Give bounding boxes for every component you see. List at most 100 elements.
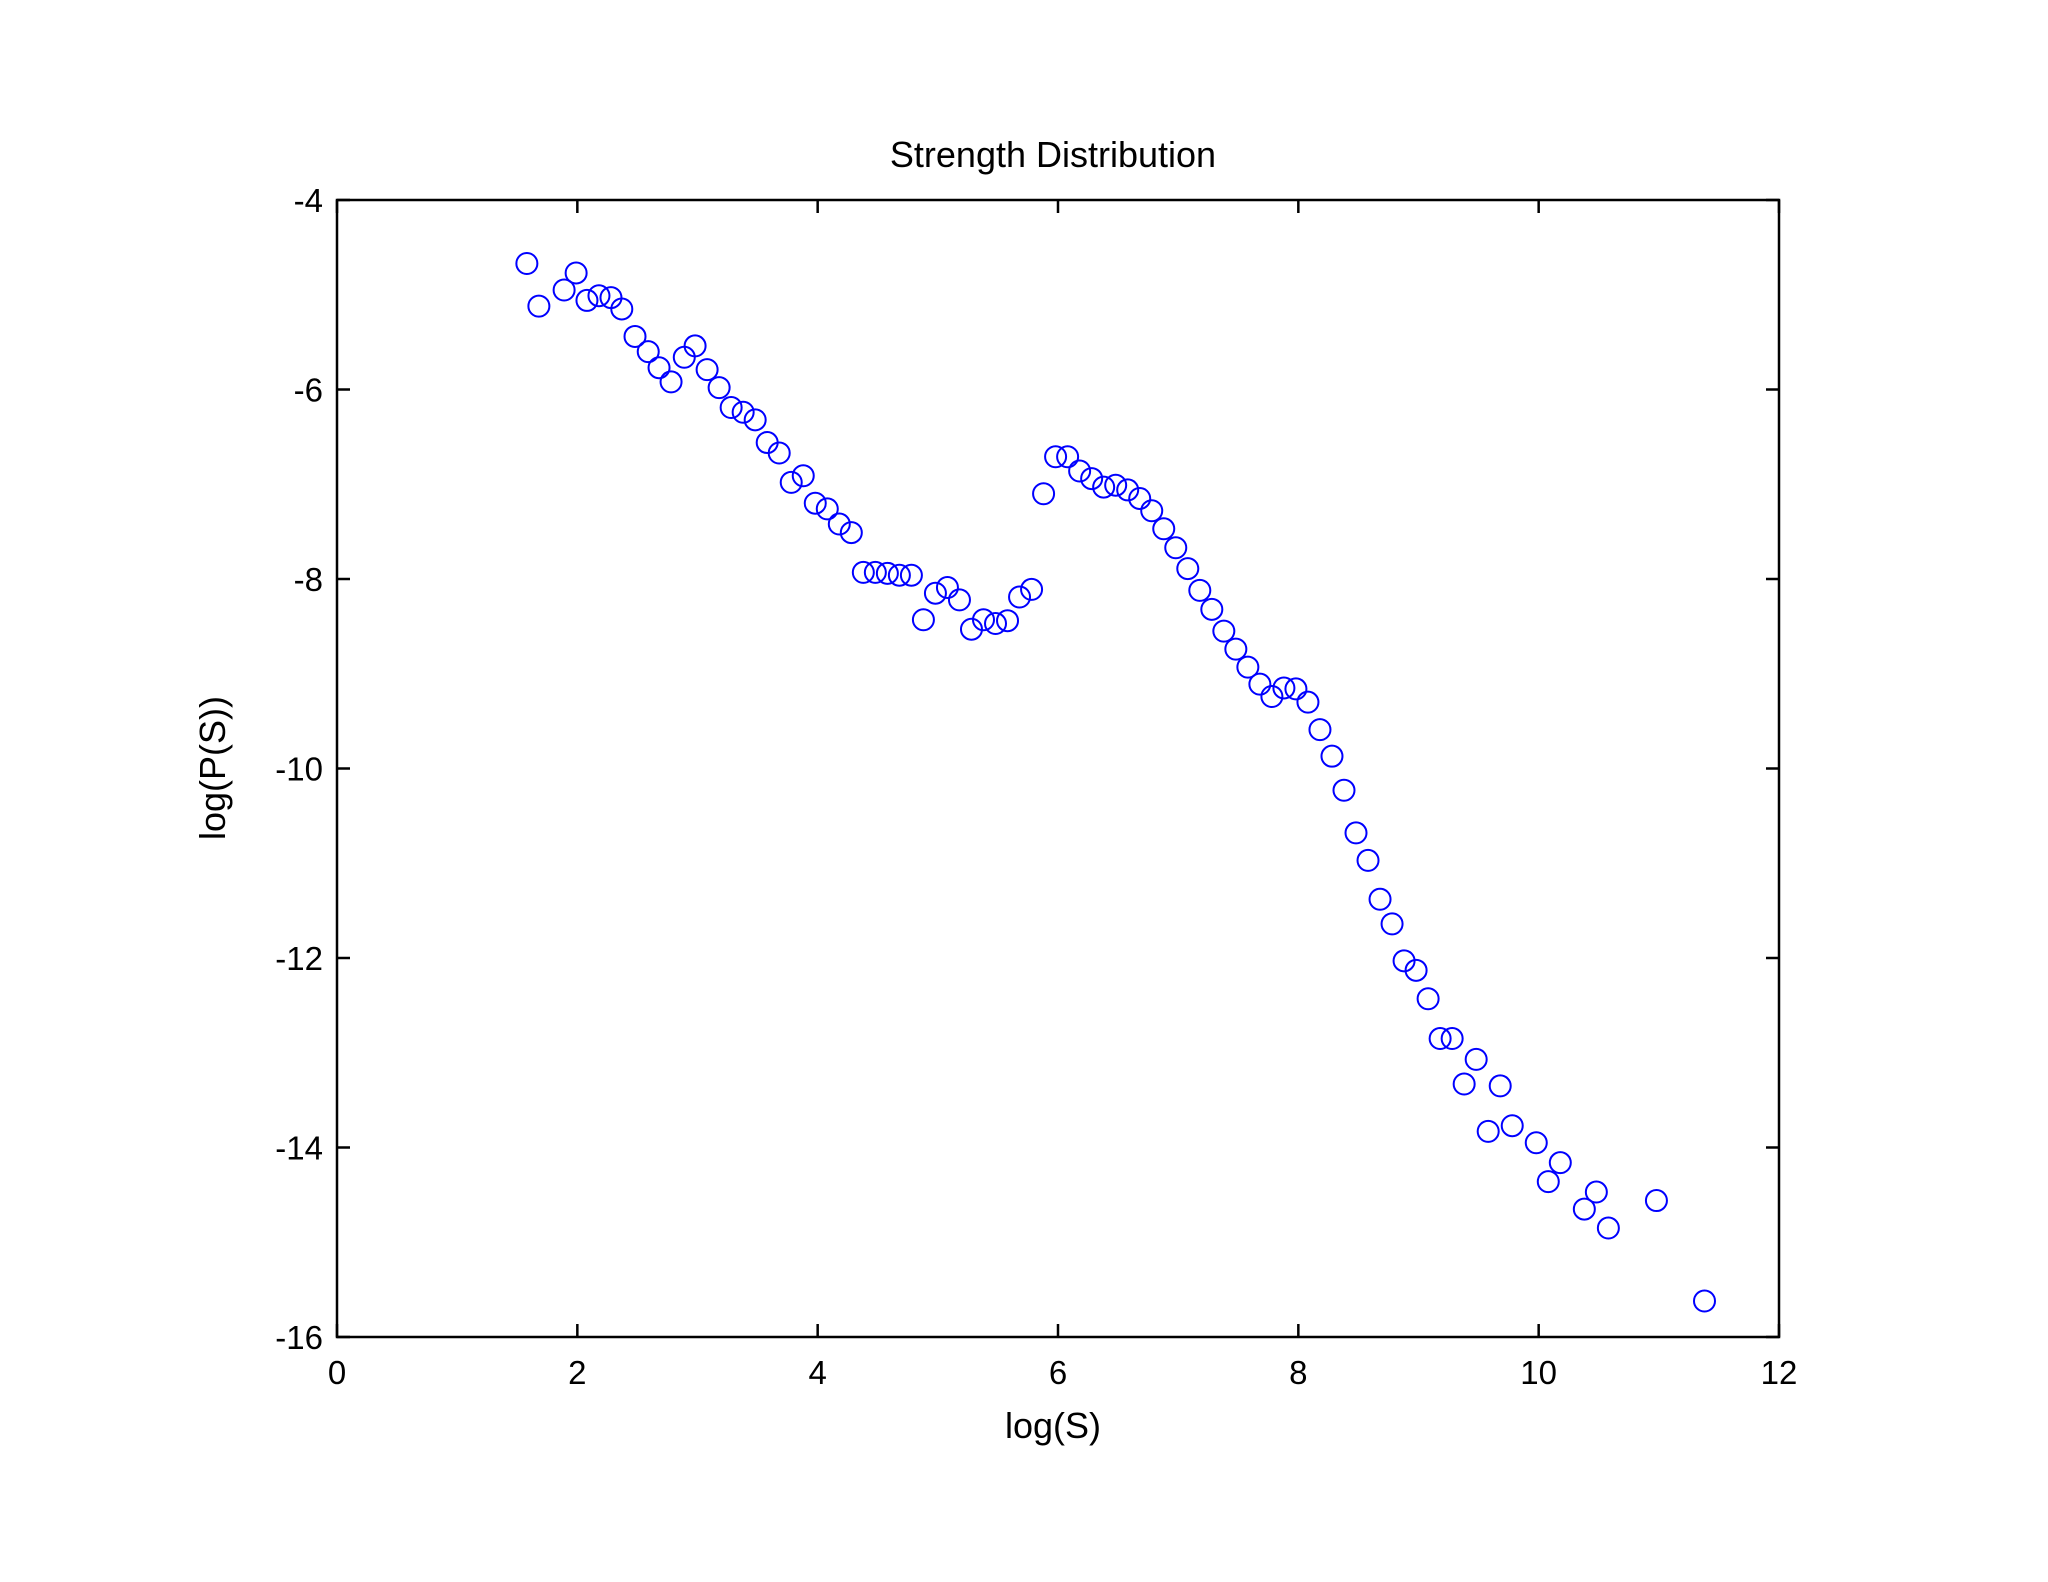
x-tick-label: 8 [1289, 1354, 1307, 1391]
data-point [1260, 684, 1284, 708]
data-point [815, 497, 839, 521]
data-point [623, 324, 647, 348]
data-point [1644, 1189, 1668, 1213]
data-point [1548, 1151, 1572, 1175]
data-point [564, 261, 588, 285]
data-point [683, 334, 707, 358]
data-point [1236, 655, 1260, 679]
data-point [1584, 1180, 1608, 1204]
data-point [851, 560, 875, 584]
data-point [1524, 1131, 1548, 1155]
data-point [552, 278, 576, 302]
x-tick-label: 4 [808, 1354, 826, 1391]
plot-frame [335, 198, 1781, 1339]
data-point [971, 608, 995, 632]
data-point [1032, 482, 1056, 506]
data-point [1140, 499, 1164, 523]
data-point [1152, 517, 1176, 541]
data-point [1404, 958, 1428, 982]
data-point [1500, 1114, 1524, 1138]
x-tick-label: 12 [1761, 1354, 1798, 1391]
data-point [1104, 473, 1128, 497]
data-point [647, 356, 671, 380]
data-point [1128, 486, 1152, 510]
data-point [947, 588, 971, 612]
data-point [575, 288, 599, 312]
data-point [1368, 887, 1392, 911]
data-point [935, 576, 959, 600]
plot-area [337, 200, 1779, 1337]
y-tick-label: -10 [275, 751, 323, 788]
data-point [1308, 718, 1332, 742]
tick-labels: 0 2 4 6 8 10 12 -16 -14 -12 -10 -8 -6 -4 [275, 182, 1797, 1391]
data-point [1596, 1216, 1620, 1240]
x-tick-label: 2 [568, 1354, 586, 1391]
data-point [636, 340, 660, 364]
data-point [996, 609, 1020, 633]
data-point [984, 612, 1008, 636]
data-point [779, 470, 803, 494]
data-point [767, 441, 791, 465]
data-point [515, 251, 539, 275]
data-point [707, 376, 731, 400]
data-point [1440, 1027, 1464, 1051]
data-point [1356, 848, 1380, 872]
x-tick-label: 6 [1049, 1354, 1067, 1391]
x-tick-label: 10 [1520, 1354, 1557, 1391]
data-point [1476, 1119, 1500, 1143]
data-point [659, 370, 683, 394]
y-tick-label: -8 [294, 561, 323, 598]
data-point [887, 563, 911, 587]
data-point [587, 284, 611, 308]
data-point [1200, 597, 1224, 621]
data-point [1488, 1074, 1512, 1098]
data-point [1296, 690, 1320, 714]
data-point [1224, 637, 1248, 661]
data-point [1344, 821, 1368, 845]
data-point [610, 297, 634, 321]
data-point [1164, 536, 1188, 560]
x-axis-title: log(S) [1005, 1405, 1101, 1446]
data-point [911, 608, 935, 632]
data-point [1416, 987, 1440, 1011]
data-point [923, 581, 947, 605]
data-point [791, 464, 815, 488]
data-point [1272, 676, 1296, 700]
data-point [719, 396, 743, 420]
data-point [899, 563, 923, 587]
data-point [731, 400, 755, 424]
data-point [1068, 459, 1092, 483]
data-point [1044, 445, 1068, 469]
data-point [1452, 1072, 1476, 1096]
data-point [1284, 677, 1308, 701]
data-point [743, 408, 767, 432]
y-tick-label: -14 [275, 1130, 323, 1167]
y-tick-label: -16 [275, 1319, 323, 1356]
data-point [1692, 1289, 1716, 1313]
data-point [863, 560, 887, 584]
data-point [1332, 778, 1356, 802]
data-point [1248, 672, 1272, 696]
data-point [1536, 1170, 1560, 1194]
data-points [515, 251, 1716, 1313]
data-point [1080, 467, 1104, 491]
x-tick-label: 0 [328, 1354, 346, 1391]
data-point [803, 491, 827, 515]
data-point [1380, 912, 1404, 936]
data-point [1176, 557, 1200, 581]
data-point [1572, 1197, 1596, 1221]
data-point [1428, 1027, 1452, 1051]
data-point [1056, 445, 1080, 469]
chart-title: Strength Distribution [890, 134, 1216, 175]
data-point [527, 294, 551, 318]
data-point [695, 358, 719, 382]
data-point [1092, 475, 1116, 499]
y-tick-label: -12 [275, 940, 323, 977]
data-point [827, 512, 851, 536]
data-point [875, 561, 899, 585]
data-point [1188, 578, 1212, 602]
y-tick-label: -6 [294, 372, 323, 409]
data-point [1116, 478, 1140, 502]
data-point [1008, 585, 1032, 609]
